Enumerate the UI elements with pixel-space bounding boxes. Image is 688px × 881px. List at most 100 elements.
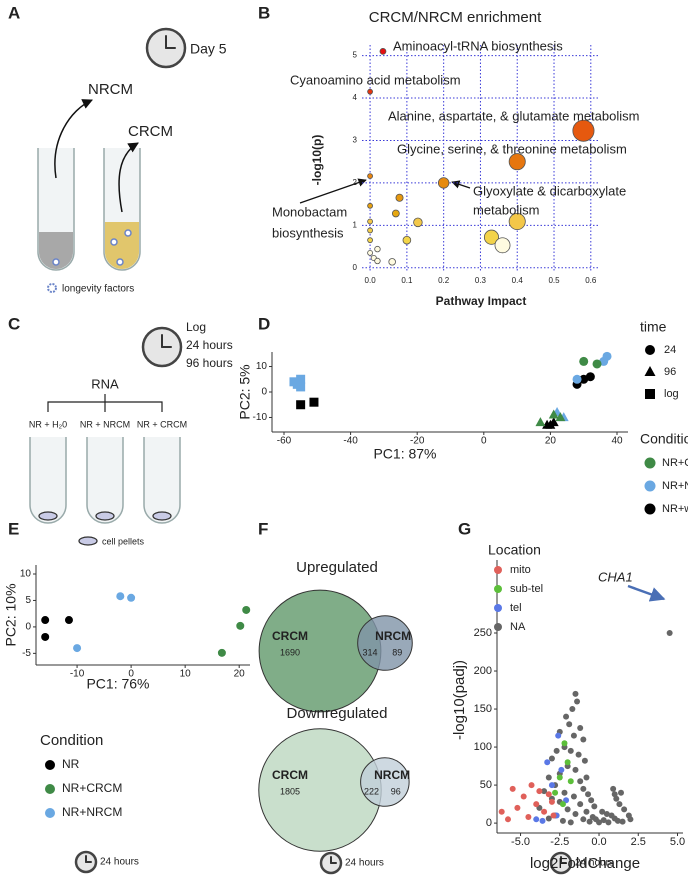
x-tick-label: -20 [410, 436, 425, 447]
legend-label: 24 [664, 344, 676, 356]
legend-label: NR [62, 757, 80, 771]
bubble [395, 193, 404, 202]
bubble [367, 237, 373, 244]
x-tick-label: 10 [180, 669, 192, 680]
y-axis-label: PC2: 10% [3, 583, 19, 646]
tube-label: NR + H₂0 [29, 419, 67, 429]
point [618, 789, 624, 796]
legend-title: Location [488, 542, 541, 558]
arrow [627, 584, 666, 602]
x-tick-label: -60 [277, 436, 292, 447]
point [585, 372, 595, 382]
point [567, 778, 574, 785]
point [553, 747, 560, 754]
note: 24 hours [100, 857, 139, 868]
x-tick-label: -40 [343, 436, 358, 447]
legend-text: longevity factors [62, 284, 134, 295]
panel-label: F [258, 519, 268, 538]
annotation: Monobactam [272, 204, 347, 219]
point [569, 706, 576, 713]
crcm-label: CRCM [128, 123, 173, 140]
point [533, 801, 540, 808]
point [619, 818, 626, 825]
point [236, 621, 245, 630]
legend-title: time [640, 319, 667, 335]
point [583, 774, 590, 781]
point [556, 774, 563, 781]
point [73, 644, 82, 653]
point [296, 374, 306, 384]
x-tick-label: 0 [481, 436, 487, 447]
y-tick-label: 0 [353, 263, 358, 272]
point [577, 778, 584, 785]
point [555, 732, 562, 739]
venn-title: Upregulated [296, 559, 378, 576]
x-axis-label: PC1: 76% [86, 676, 149, 692]
point [561, 789, 568, 796]
point [611, 791, 618, 798]
set-count: 89 [392, 647, 402, 657]
legend-swatch [645, 389, 655, 399]
bubble [508, 153, 526, 171]
y-axis-label: PC2: 5% [237, 364, 253, 419]
point [550, 812, 557, 819]
legend-title: Condition [40, 732, 103, 749]
x-axis-label: Pathway Impact [436, 294, 527, 308]
rna-label: RNA [91, 376, 119, 391]
point [548, 782, 555, 789]
point [541, 808, 548, 815]
set-count: 1805 [280, 786, 300, 796]
x-tick-label: 0.0 [591, 836, 606, 848]
point [296, 382, 306, 392]
point [574, 698, 581, 705]
point [520, 793, 527, 800]
x-tick-label: 20 [234, 669, 246, 680]
annotation: Alanine, aspartate, & glutamate metaboli… [388, 108, 639, 123]
y-tick-label: 200 [474, 665, 492, 677]
point [575, 751, 582, 758]
venn-title: Downregulated [287, 705, 388, 722]
point [592, 359, 602, 369]
x-tick-label: -2.5 [550, 836, 569, 848]
x-axis-label: PC1: 87% [373, 446, 436, 462]
point [581, 757, 588, 764]
point [242, 605, 251, 614]
legend-swatch [494, 604, 502, 612]
legend-swatch [494, 585, 502, 593]
bubble [374, 245, 381, 253]
clock-icons [74, 850, 573, 875]
bubble [367, 88, 373, 95]
point [579, 356, 589, 366]
bubble [367, 202, 373, 209]
x-tick-label: 0.1 [401, 276, 413, 285]
x-tick-label: 0.3 [475, 276, 487, 285]
point [572, 766, 579, 773]
point [509, 785, 516, 792]
point [535, 417, 546, 427]
point [567, 747, 574, 754]
legend-swatch [45, 808, 55, 818]
arrow [451, 180, 471, 189]
point [559, 817, 566, 824]
point [539, 817, 546, 824]
point [541, 788, 548, 795]
chart-title: CRCM/NRCM enrichment [369, 9, 542, 26]
legend-swatch [644, 366, 656, 376]
legend-label: NA [510, 621, 526, 633]
point [296, 400, 306, 410]
legend-label: tel [510, 602, 522, 614]
point [616, 801, 623, 808]
panel-label: E [8, 519, 19, 538]
panel-c-illustration [29, 326, 183, 546]
y-tick-label: 10 [20, 569, 32, 580]
point [572, 374, 582, 384]
point [570, 732, 577, 739]
point [567, 819, 574, 826]
time-label: 24 hours [186, 338, 233, 352]
legend-swatch [645, 345, 655, 355]
y-tick-label: 250 [474, 627, 492, 639]
bubble [402, 235, 412, 245]
point [614, 817, 621, 824]
y-tick-label: 50 [480, 779, 492, 791]
point [528, 782, 535, 789]
